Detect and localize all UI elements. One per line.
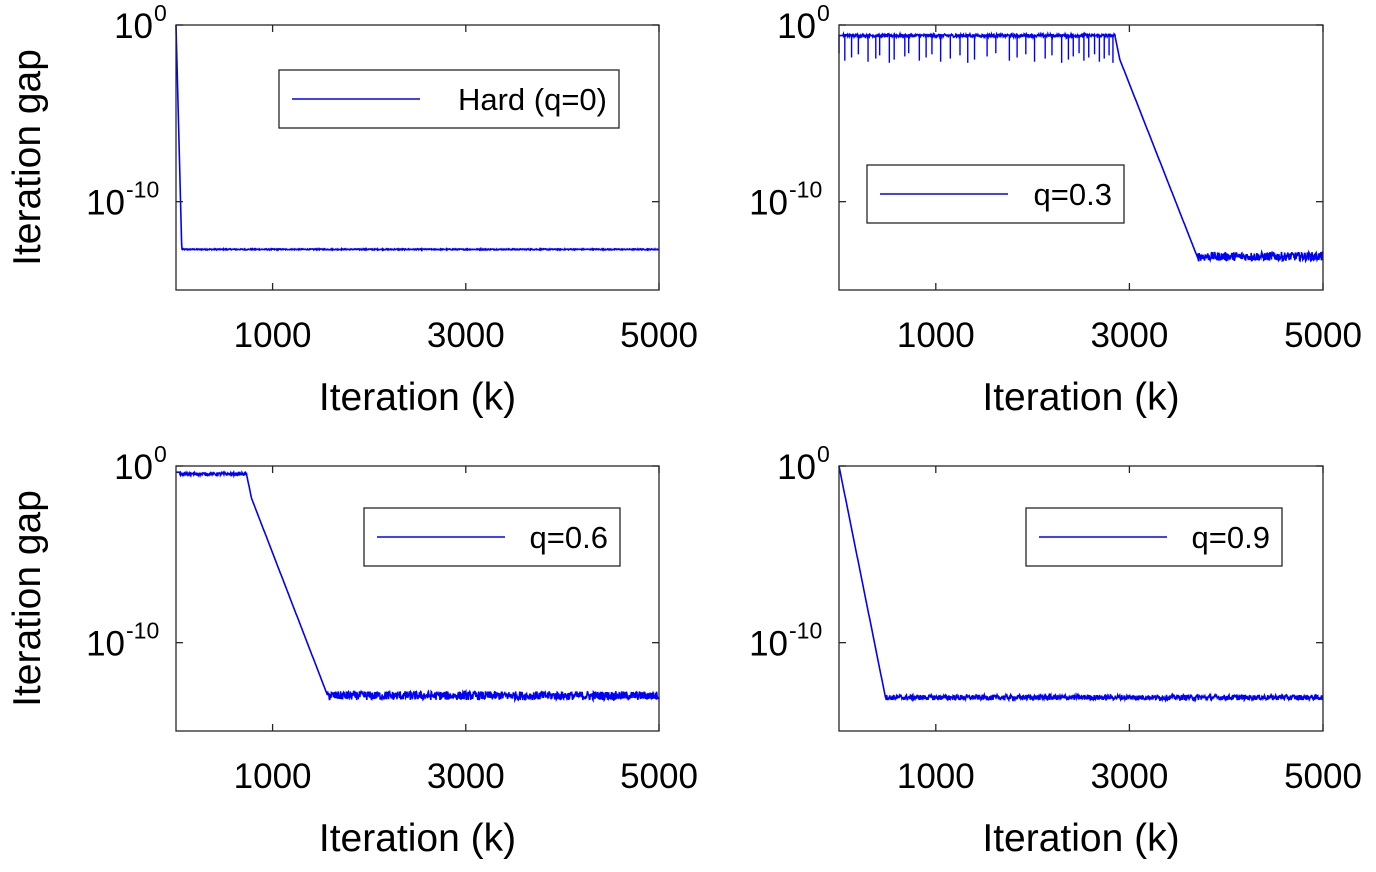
- x-tick-label: 3000: [427, 316, 505, 355]
- x-tick-label: 3000: [427, 757, 505, 796]
- series-line-1: [838, 465, 1324, 703]
- x-tick-label: 1000: [897, 316, 975, 355]
- y-tick-label: 10: [114, 448, 153, 487]
- legend-label: Hard (q=0): [458, 82, 607, 117]
- plot-area: [176, 466, 659, 731]
- y-tick-exponent: 0: [817, 0, 830, 26]
- legend: Hard (q=0): [278, 69, 620, 129]
- y-tick-label: 10: [749, 184, 788, 223]
- y-tick-label: 10: [777, 448, 816, 487]
- axes-box: [838, 465, 1324, 732]
- y-tick-label: 10: [114, 7, 153, 46]
- series-line-1: [175, 24, 660, 253]
- x-tick-label: 3000: [1090, 316, 1168, 355]
- y-axis-label: Iteration gap: [6, 49, 49, 266]
- y-tick-exponent: -10: [789, 618, 822, 644]
- x-tick-label: 1000: [897, 757, 975, 796]
- y-tick-exponent: 0: [817, 441, 830, 467]
- y-tick-exponent: 0: [154, 0, 167, 26]
- x-tick-label: 5000: [620, 757, 698, 796]
- y-tick-label: 10: [86, 625, 125, 664]
- x-tick-label: 5000: [1284, 757, 1362, 796]
- series-line-1: [176, 469, 660, 703]
- y-tick-exponent: -10: [789, 177, 822, 203]
- axes-box: [175, 24, 660, 291]
- legend: q=0.3: [866, 164, 1125, 224]
- x-tick-label: 1000: [234, 757, 312, 796]
- y-tick-exponent: -10: [126, 618, 159, 644]
- axes-box: [838, 24, 1324, 291]
- y-tick-exponent: 0: [154, 441, 167, 467]
- legend: q=0.9: [1025, 507, 1283, 567]
- x-axis-label: Iteration (k): [982, 376, 1179, 419]
- axes-box: [175, 465, 660, 732]
- x-axis-label: Iteration (k): [982, 817, 1179, 860]
- y-tick-label: 10: [749, 625, 788, 664]
- y-tick-exponent: -10: [126, 177, 159, 203]
- x-axis-label: Iteration (k): [319, 817, 516, 860]
- y-tick-label: 10: [777, 7, 816, 46]
- legend: q=0.6: [363, 507, 621, 567]
- legend-label: q=0.6: [530, 520, 608, 555]
- x-tick-label: 5000: [620, 316, 698, 355]
- x-axis-label: Iteration (k): [319, 376, 516, 419]
- x-tick-label: 1000: [234, 316, 312, 355]
- legend-label: q=0.9: [1192, 520, 1270, 555]
- x-tick-label: 3000: [1090, 757, 1168, 796]
- legend-label: q=0.3: [1034, 177, 1112, 212]
- y-tick-label: 10: [86, 184, 125, 223]
- plot-area: [176, 25, 659, 290]
- plot-area: [839, 466, 1323, 731]
- y-axis-label: Iteration gap: [6, 490, 49, 707]
- plot-area: [839, 25, 1323, 290]
- x-tick-label: 5000: [1284, 316, 1362, 355]
